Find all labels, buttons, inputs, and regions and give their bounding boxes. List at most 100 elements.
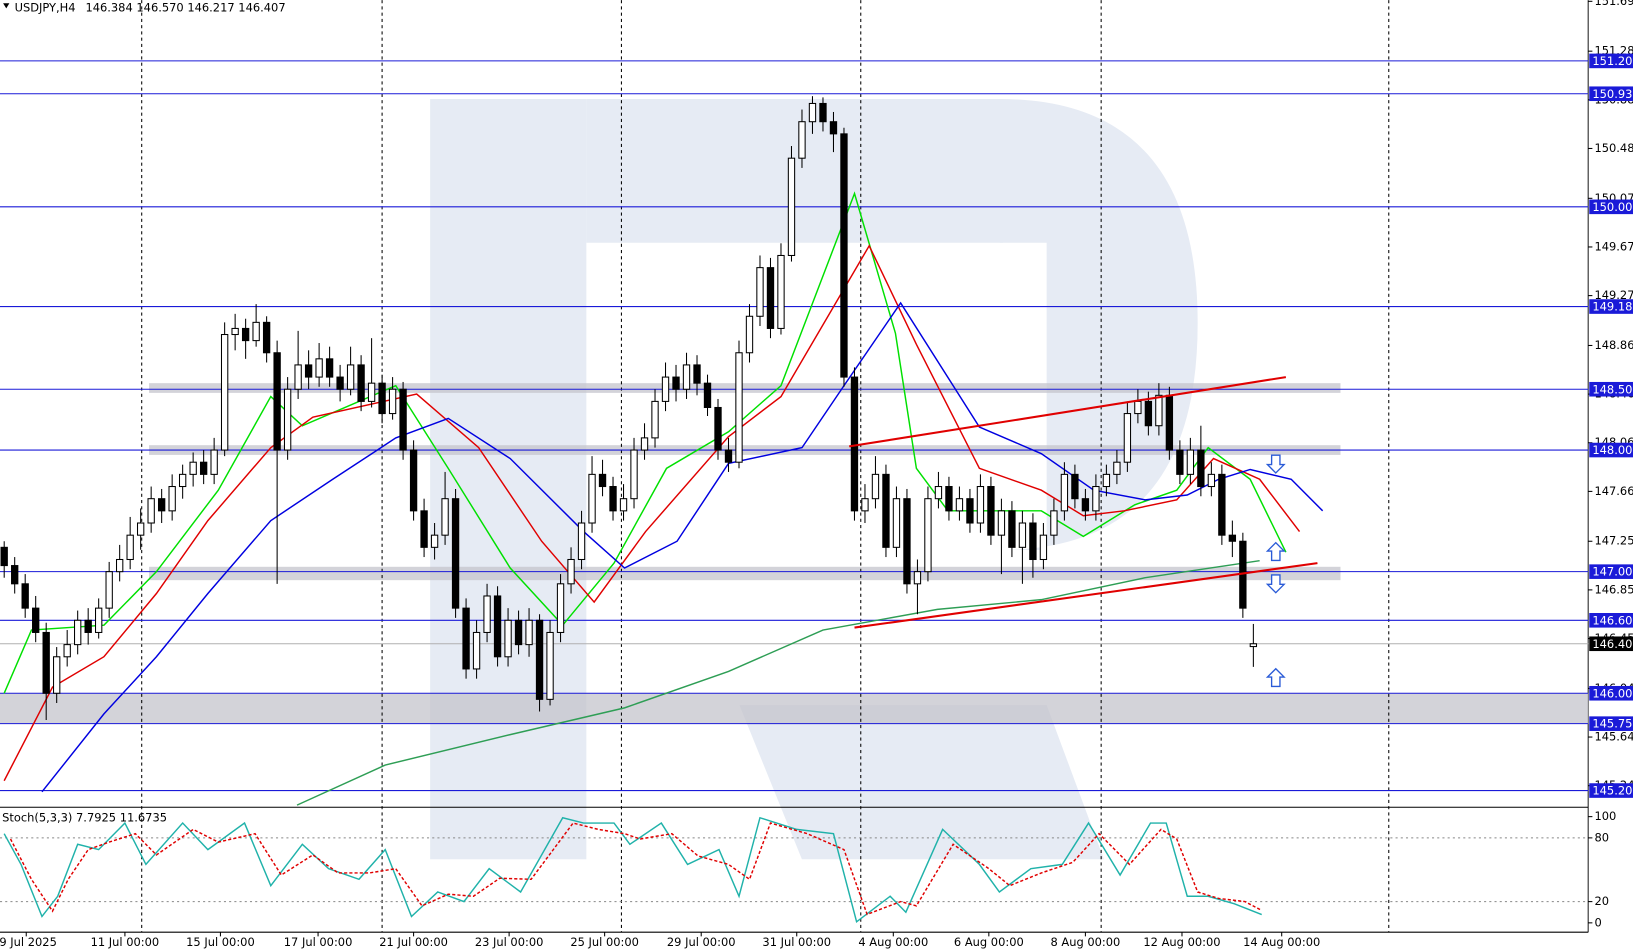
candle-body [199, 461, 208, 475]
candle-body [220, 333, 229, 451]
candle-body [787, 157, 796, 256]
y-tick-label: 150.48 [1594, 141, 1633, 155]
level-label: 151.20 [1592, 54, 1632, 68]
candle-body [472, 631, 481, 670]
trend-line [854, 562, 1318, 629]
candle-body [966, 498, 974, 524]
candle-body [535, 619, 544, 700]
candle-body [1029, 522, 1037, 561]
level-label-box [1589, 199, 1633, 215]
candle-body [1218, 473, 1226, 536]
candle-body [283, 388, 292, 451]
level-label-box [1589, 783, 1633, 798]
x-tick-label: 21 Jul 00:00 [379, 935, 448, 949]
candle-body [525, 619, 533, 646]
y-tick-label: 146.85 [1594, 582, 1633, 596]
candle-body [556, 583, 565, 633]
level-label: 145.20 [1592, 784, 1632, 798]
candle-body [588, 473, 596, 524]
level-label-box [1589, 613, 1633, 628]
level-label-box [1589, 442, 1633, 458]
candle-body [21, 583, 29, 609]
candle-body [577, 522, 586, 561]
current-price-box [1589, 636, 1633, 652]
indicator-line [296, 559, 1260, 806]
level-label-box [1589, 53, 1633, 69]
candle-body [388, 388, 397, 415]
candle-body [367, 382, 376, 402]
level-label: 145.75 [1592, 717, 1632, 731]
candle-body [777, 254, 785, 329]
x-tick-label: 11 Jul 00:00 [91, 935, 160, 949]
y-tick-label: 151.69 [1594, 0, 1633, 8]
watermark-leg [739, 705, 1104, 860]
candle-body [808, 102, 817, 123]
x-tick-label: 4 Aug 00:00 [858, 935, 928, 949]
y-tick-label: 149.27 [1594, 288, 1633, 302]
candle-body [861, 498, 869, 512]
candle-body [1050, 510, 1058, 536]
level-label: 146.00 [1592, 686, 1632, 700]
candle-body [1134, 400, 1142, 415]
candle-body [640, 437, 649, 451]
candle-body [1228, 534, 1237, 542]
candle-body [462, 607, 470, 670]
level-label-box [1589, 86, 1633, 102]
candle-body [955, 498, 964, 512]
candle-body [651, 400, 659, 439]
candle-body [126, 534, 134, 561]
candle-body [850, 376, 859, 512]
candle-body [619, 498, 628, 512]
x-tick-label: 31 Jul 00:00 [762, 935, 831, 949]
candle-body [1176, 449, 1184, 475]
x-tick-label: 12 Aug 00:00 [1143, 935, 1220, 949]
candle-body [1165, 394, 1174, 451]
candle-body [1155, 394, 1163, 427]
arrow-up [1265, 541, 1286, 562]
level-label: 149.18 [1592, 300, 1632, 314]
candle-body [231, 327, 239, 336]
level-label-box [1589, 716, 1633, 731]
high-value: 146.570 [136, 0, 183, 14]
candle-body [672, 376, 680, 390]
candle-body [1081, 498, 1090, 512]
stoch-title: Stoch(5,3,3) [2, 810, 72, 824]
candle-body [882, 473, 890, 548]
menu-arrow[interactable] [3, 3, 10, 9]
candle-body [95, 607, 103, 633]
close-value: 146.407 [238, 0, 285, 14]
candle-body [630, 449, 638, 500]
candle-body [178, 473, 187, 488]
candle-body [829, 121, 838, 135]
candle-body [504, 619, 512, 658]
level-label-box [1589, 564, 1633, 579]
candle-body [63, 644, 71, 658]
candle-body [273, 352, 281, 451]
candle-body [766, 267, 775, 329]
candle-body [136, 522, 145, 536]
level-label: 146.60 [1592, 613, 1632, 627]
candle-body [1186, 449, 1195, 475]
y-tick-label: 145.64 [1594, 730, 1633, 744]
candle-body [1123, 413, 1132, 463]
candle-body [11, 565, 19, 585]
candle-body [210, 449, 218, 475]
support-resistance-zone [149, 566, 1341, 581]
candle-body [430, 534, 439, 548]
stoch-signal-value: 11.6735 [120, 810, 167, 824]
stoch-header: Stoch(5,3,3) 7.7925 11.6735 [2, 810, 167, 824]
level-label-box [1589, 685, 1633, 701]
level-label: 148.00 [1592, 443, 1632, 457]
candle-body [609, 486, 617, 512]
candle-body [53, 656, 61, 694]
candle-body [1039, 534, 1048, 561]
x-tick-label: 6 Aug 00:00 [954, 935, 1024, 949]
candle-body [913, 571, 922, 585]
candle-body [840, 133, 848, 378]
candle-body [976, 486, 985, 524]
x-tick-label: 25 Jul 00:00 [570, 935, 639, 949]
x-tick-label: 14 Aug 00:00 [1243, 935, 1320, 949]
arrow-down [1265, 454, 1286, 474]
candle-body [1144, 400, 1153, 427]
